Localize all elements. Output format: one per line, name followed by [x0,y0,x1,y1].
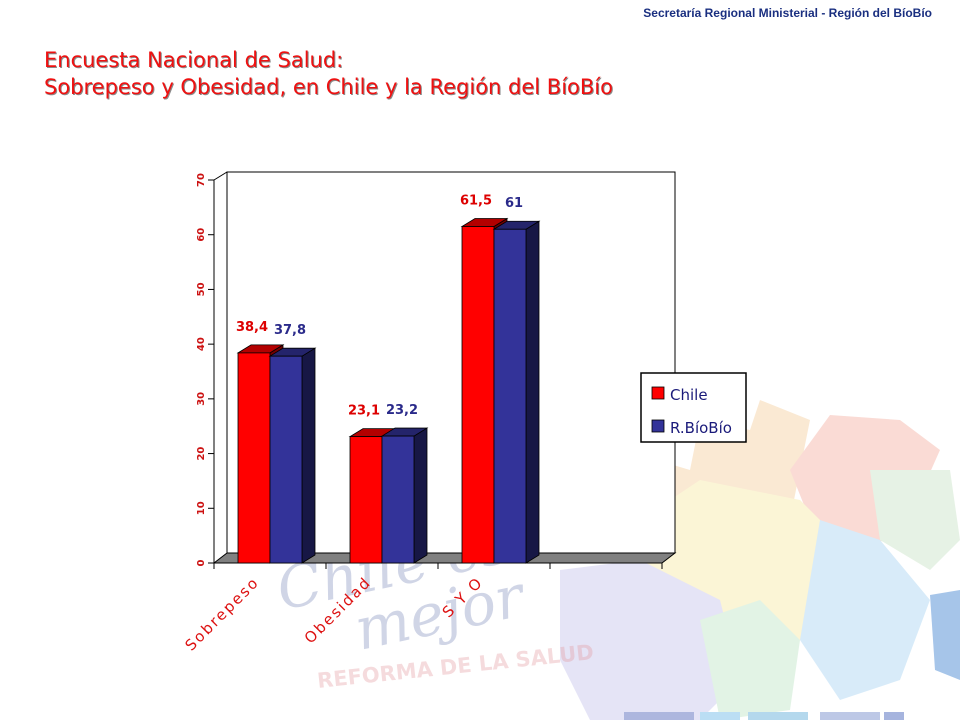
bar-front [493,228,527,564]
bar-front [381,435,415,564]
bar-rbobo-obesidad [380,427,429,564]
chart-legend: Chile R.BíoBío [640,372,747,443]
data-label: 61,5 [460,194,492,209]
header-organization: Secretaría Regional Ministerial - Región… [643,6,932,20]
x-category-label: Sobrepeso [181,573,262,654]
y-tick-label: 10 [196,501,207,515]
bar-front [237,352,271,564]
title-line-1: Encuesta Nacional de Salud: [44,48,344,72]
legend-label-region: R.BíoBío [670,419,732,437]
bar-side [413,427,428,564]
legend-box [640,372,747,443]
data-label: 38,4 [236,320,268,335]
y-tick-label: 60 [196,228,207,242]
title-line-2: Sobrepeso y Obesidad, en Chile y la Regi… [44,75,613,99]
y-tick-label: 20 [196,447,207,461]
legend-swatch-region [651,419,665,433]
bar-side [301,347,316,564]
data-label: 23,1 [348,404,380,419]
page-title: Encuesta Nacional de Salud: Sobrepeso y … [44,47,613,101]
bar-rbobo-sobrepeso [268,347,317,564]
legend-swatch-chile [651,386,665,400]
x-category-label: Obesidad [301,573,375,647]
bar-front [461,226,495,564]
legend-label-chile: Chile [670,386,708,404]
y-tick-label: 50 [196,282,207,296]
data-label: 37,8 [274,323,306,338]
data-label: 23,2 [386,403,418,418]
bar-rbobo-syo [492,220,541,564]
y-tick-label: 70 [196,173,207,187]
bar-front [269,355,303,564]
y-tick-label: 0 [196,559,207,566]
bar-front [349,436,383,564]
y-axis-back [213,171,228,181]
y-tick-label: 40 [196,337,207,351]
data-label: 61 [505,196,523,211]
x-category-label: S Y O [439,573,487,621]
y-tick-label: 30 [196,392,207,406]
bar-side [525,220,540,564]
